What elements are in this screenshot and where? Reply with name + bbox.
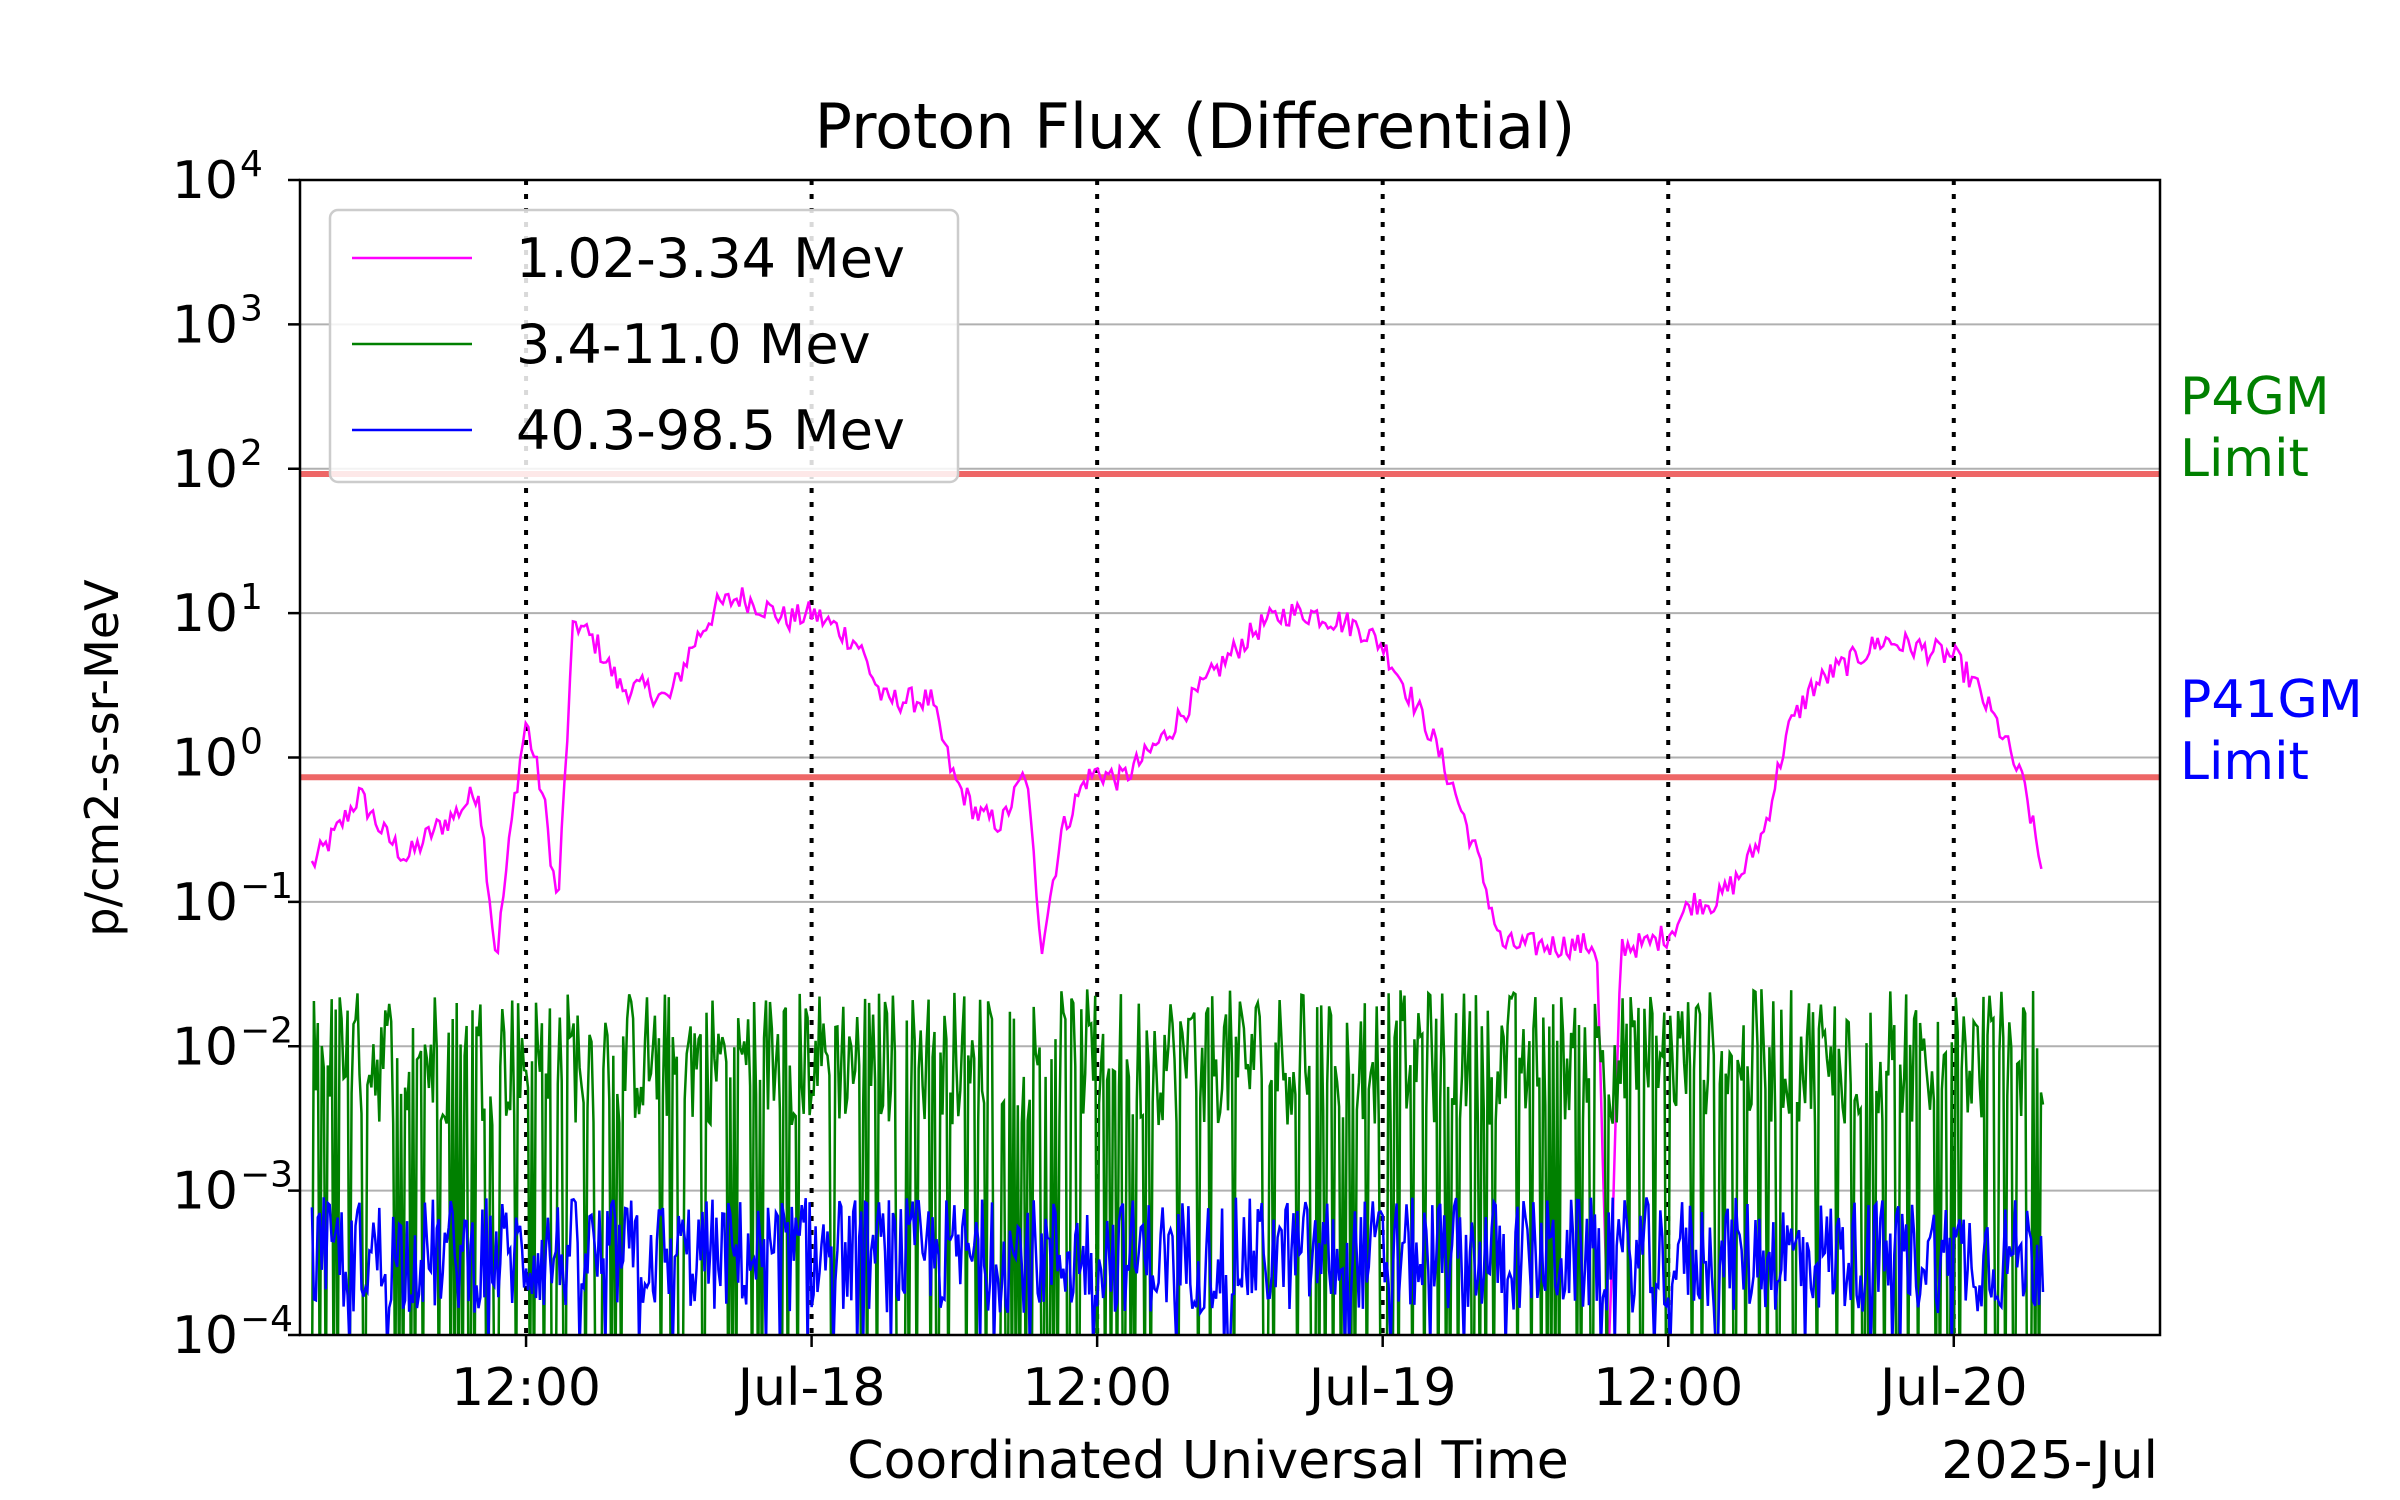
y-tick-exponent: 2 [240,433,263,474]
y-tick-exponent: 0 [240,722,263,763]
y-tick-label: 10 [172,1306,238,1366]
y-tick-exponent: 1 [240,577,263,618]
threshold-label: Limit [2180,429,2309,489]
chart-title: Proton Flux (Differential) [815,90,1576,163]
vertical-time-markers [524,180,1956,1335]
threshold-label: P4GM [2180,367,2330,427]
series-layer [310,587,2045,1335]
y-tick-label: 10 [172,295,238,355]
legend-box [328,208,960,484]
legend: 1.02-3.34 Mev 3.4-11.0 Mev 40.3-98.5 Mev [328,208,960,484]
y-tick-exponent: −1 [240,866,293,907]
y-tick-label: 10 [172,584,238,644]
y-tick-label: 10 [172,729,238,789]
y-tick-exponent: −3 [240,1155,293,1196]
x-axis-label: Coordinated Universal Time [847,1431,1568,1491]
y-tick-label: 10 [172,151,238,211]
threshold-label: P41GM [2180,670,2363,730]
threshold-label: Limit [2180,732,2309,792]
y-tick-label: 10 [172,440,238,500]
y-tick-exponent: 4 [240,144,263,185]
legend-entries: 1.02-3.34 Mev 3.4-11.0 Mev 40.3-98.5 Mev [352,227,905,462]
series-line-40-3-98-5-mev [310,1197,2045,1335]
x-tick-label: Jul-18 [735,1358,886,1418]
legend-label: 1.02-3.34 Mev [516,227,905,290]
y-tick-label: 10 [172,1162,238,1222]
legend-label: 3.4-11.0 Mev [516,313,871,376]
x-tick-label: 12:00 [1593,1358,1743,1418]
series-line-1-02-3-34-mev [310,587,2043,1335]
x-tick-label: 12:00 [451,1358,601,1418]
y-tick-exponent: −2 [240,1010,293,1051]
legend-label: 40.3-98.5 Mev [516,399,905,462]
y-tick-label: 10 [172,873,238,933]
x-tick-label: 12:00 [1022,1358,1172,1418]
y-tick-exponent: 3 [240,288,263,329]
x-tick-label: Jul-19 [1306,1358,1457,1418]
y-axis-label: p/cm2-s-sr-MeV [75,579,129,937]
y-tick-label: 10 [172,1017,238,1077]
x-offset-label: 2025-Jul [1941,1431,2158,1491]
y-tick-exponent: −4 [240,1299,293,1340]
x-axis: 12:00 Jul-18 12:00 Jul-19 12:00 Jul-20 [451,1335,2028,1418]
x-tick-label: Jul-20 [1877,1358,2028,1418]
